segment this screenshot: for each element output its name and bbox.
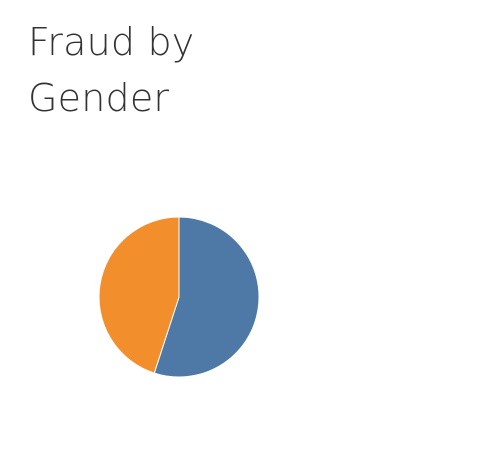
chart-title: Fraud by Gender: [28, 20, 195, 120]
pie-slice-1[interactable]: [153, 216, 260, 378]
pie-slice-2[interactable]: [98, 216, 180, 374]
